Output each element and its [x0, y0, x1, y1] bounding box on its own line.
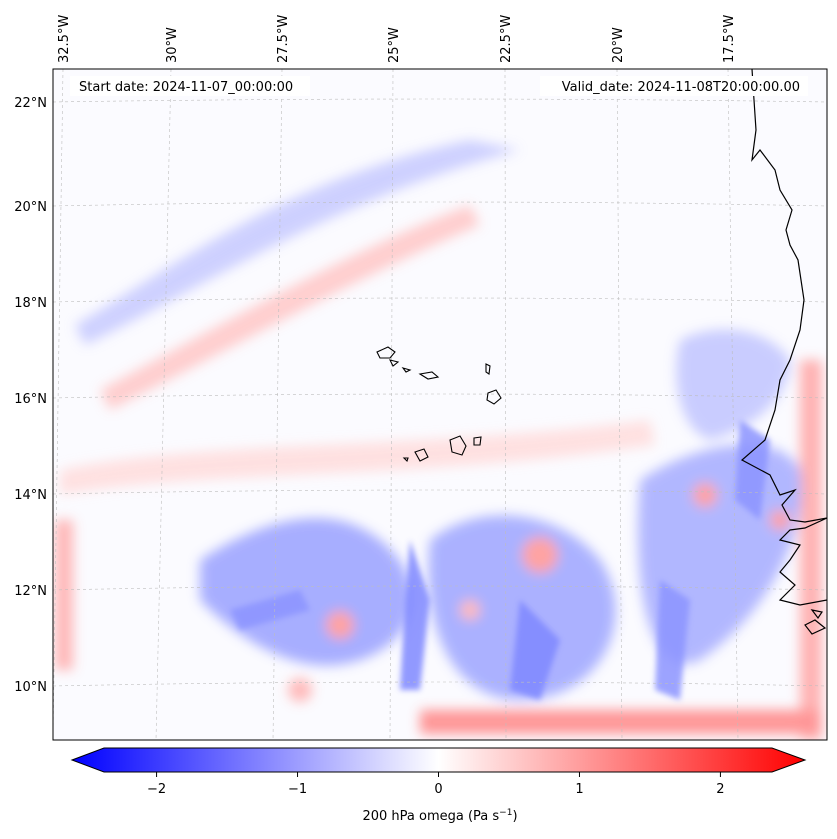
lon-label-22-5w: 22.5°W	[499, 15, 514, 63]
west-africa-coastline	[740, 69, 827, 606]
latitude-labels: 22°N 20°N 18°N 16°N 14°N 12°N 10°N	[14, 96, 47, 695]
lon-label-20w: 20°W	[611, 27, 626, 63]
colorbar-ticks: −2 −1 0 1 2	[147, 772, 725, 797]
colorbar-tick-label: −2	[147, 782, 166, 797]
colorbar-tick-label: 0	[434, 782, 442, 797]
colorbar-bar	[70, 747, 807, 773]
lon-label-30w: 30°W	[165, 27, 180, 63]
cape-verde-islands	[376, 346, 502, 463]
lat-label-20n: 20°N	[14, 200, 47, 215]
colorbar-tick-label: 1	[575, 782, 583, 797]
map-panel	[53, 69, 827, 740]
lon-label-32-5w: 32.5°W	[57, 15, 72, 63]
lat-label-18n: 18°N	[14, 296, 47, 311]
lon-label-17-5w: 17.5°W	[722, 15, 737, 63]
omega-field	[55, 140, 822, 740]
lat-label-16n: 16°N	[14, 392, 47, 407]
colorbar: −2 −1 0 1 2 200 hPa omega (Pa s−1)	[70, 747, 807, 824]
longitude-labels: 32.5°W 30°W 27.5°W 25°W 22.5°W 20°W 17.5…	[57, 15, 737, 63]
start-date-box	[70, 76, 310, 96]
colorbar-tick-label: 2	[716, 782, 724, 797]
lat-label-10n: 10°N	[14, 680, 47, 695]
coastline	[740, 69, 827, 635]
colorbar-label: 200 hPa omega (Pa s−1)	[362, 808, 517, 824]
colorbar-tick-label: −1	[288, 782, 307, 797]
start-date-label: Start date: 2024-11-07_00:00:00	[79, 80, 293, 95]
lat-label-22n: 22°N	[14, 96, 47, 111]
lat-label-12n: 12°N	[14, 584, 47, 599]
valid-date-box	[540, 76, 808, 96]
lon-label-27-5w: 27.5°W	[276, 15, 291, 63]
graticule	[53, 69, 827, 740]
valid-date-label: Valid_date: 2024-11-08T20:00:00.00	[562, 80, 800, 95]
lon-label-25w: 25°W	[387, 27, 402, 63]
map-frame	[52, 68, 828, 741]
lat-label-14n: 14°N	[14, 488, 47, 503]
